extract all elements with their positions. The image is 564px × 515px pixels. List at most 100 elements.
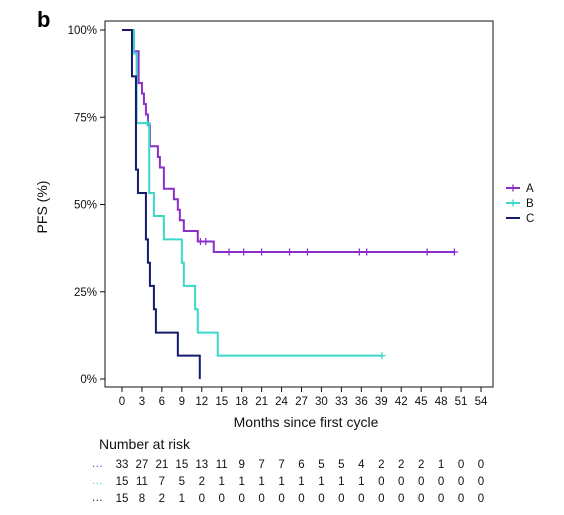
survival-curves [122,29,458,379]
risk-value-c: 0 [338,493,344,505]
censor-mark-a [363,248,371,256]
censor-mark-a [202,237,210,245]
risk-table: ... 33 27 21 15 13 11 9 7 7 6 5 5 4 2 2 2 1 0 0... 15 11 7 5 2 1 1… [92,458,484,505]
legend-label-b: B [526,198,534,210]
x-tick-label: 15 [215,396,228,408]
censor-mark-a [286,248,294,256]
risk-value-c: 2 [159,493,165,505]
y-axis-title: PFS (%) [34,181,50,234]
y-tick-label: 100% [68,25,97,37]
x-tick-label: 39 [375,396,388,408]
risk-value-c: 0 [219,493,225,505]
risk-value-b: 0 [478,476,484,488]
censor-mark-a [225,248,233,256]
x-tick-label: 18 [235,396,248,408]
risk-value-c: 15 [116,493,129,505]
risk-value-a: 5 [338,459,344,471]
risk-value-a: 1 [438,459,444,471]
censor-mark-a [240,248,248,256]
risk-value-b: 1 [278,476,284,488]
risk-table-title: Number at risk [99,436,191,452]
risk-value-a: 27 [136,459,149,471]
risk-value-c: 0 [298,493,304,505]
risk-value-a: 4 [358,459,365,471]
risk-value-b: 7 [159,476,165,488]
risk-value-c: 0 [318,493,324,505]
risk-value-b: 1 [258,476,264,488]
risk-value-b: 11 [136,476,148,488]
y-axis: 0% 25% 50% 75% 100% [68,25,105,386]
censor-mark-a [258,248,266,256]
censor-mark-a [355,248,363,256]
y-tick-label: 50% [74,200,97,212]
risk-row-marker-b: ... [92,475,103,487]
risk-value-a: 2 [378,459,384,471]
risk-value-c: 0 [358,493,364,505]
x-tick-label: 42 [395,396,408,408]
risk-value-a: 5 [318,459,324,471]
risk-value-a: 9 [238,459,244,471]
x-tick-label: 12 [195,396,208,408]
censor-mark-b [143,119,151,127]
risk-value-c: 0 [398,493,404,505]
risk-value-a: 0 [458,459,464,471]
risk-row-marker-a: ... [92,458,103,470]
risk-value-a: 33 [116,459,129,471]
x-tick-label: 21 [255,396,268,408]
risk-value-a: 7 [278,459,284,471]
risk-value-b: 2 [199,476,205,488]
x-tick-label: 51 [455,396,468,408]
risk-value-b: 1 [298,476,304,488]
x-tick-label: 3 [139,396,145,408]
curve-c [122,29,201,379]
risk-value-a: 7 [258,459,264,471]
panel-label: b [37,7,50,32]
risk-value-b: 0 [438,476,444,488]
risk-value-a: 21 [155,459,168,471]
legend: ABC [506,183,534,225]
curve-b [122,29,382,357]
risk-value-b: 0 [378,476,384,488]
x-tick-label: 33 [335,396,348,408]
risk-value-a: 6 [298,459,304,471]
risk-value-b: 1 [219,476,225,488]
x-tick-label: 27 [295,396,308,408]
risk-value-a: 2 [418,459,424,471]
risk-value-c: 0 [199,493,205,505]
x-tick-label: 48 [435,396,448,408]
legend-label-a: A [526,183,534,195]
risk-value-a: 2 [398,459,404,471]
risk-value-c: 0 [258,493,264,505]
x-tick-label: 6 [159,396,165,408]
risk-value-b: 1 [318,476,324,488]
x-tick-label: 24 [275,396,288,408]
risk-value-a: 13 [195,459,208,471]
risk-value-c: 0 [238,493,244,505]
y-tick-label: 0% [80,374,97,386]
risk-value-c: 0 [458,493,464,505]
censor-mark-b [378,352,386,360]
risk-value-c: 1 [179,493,185,505]
risk-value-b: 1 [338,476,344,488]
risk-value-c: 0 [378,493,384,505]
risk-value-b: 0 [458,476,464,488]
x-axis: 0 3 6 9 12 15 18 21 24 27 30 33 36 39 42 45 48 51 54 [119,387,488,408]
risk-value-a: 15 [175,459,188,471]
risk-value-b: 5 [179,476,185,488]
risk-value-c: 8 [139,493,145,505]
risk-value-c: 0 [478,493,484,505]
risk-value-b: 0 [418,476,424,488]
risk-value-b: 15 [116,476,129,488]
curve-a [122,29,455,253]
risk-row-marker-c: ... [92,492,103,504]
x-tick-label: 9 [179,396,185,408]
x-tick-label: 54 [475,396,488,408]
censor-mark-a [450,248,458,256]
censor-mark-a [303,248,311,256]
censor-mark-a [423,248,431,256]
y-tick-label: 25% [74,287,97,299]
x-tick-label: 30 [315,396,328,408]
risk-value-a: 0 [478,459,484,471]
risk-value-c: 0 [438,493,444,505]
